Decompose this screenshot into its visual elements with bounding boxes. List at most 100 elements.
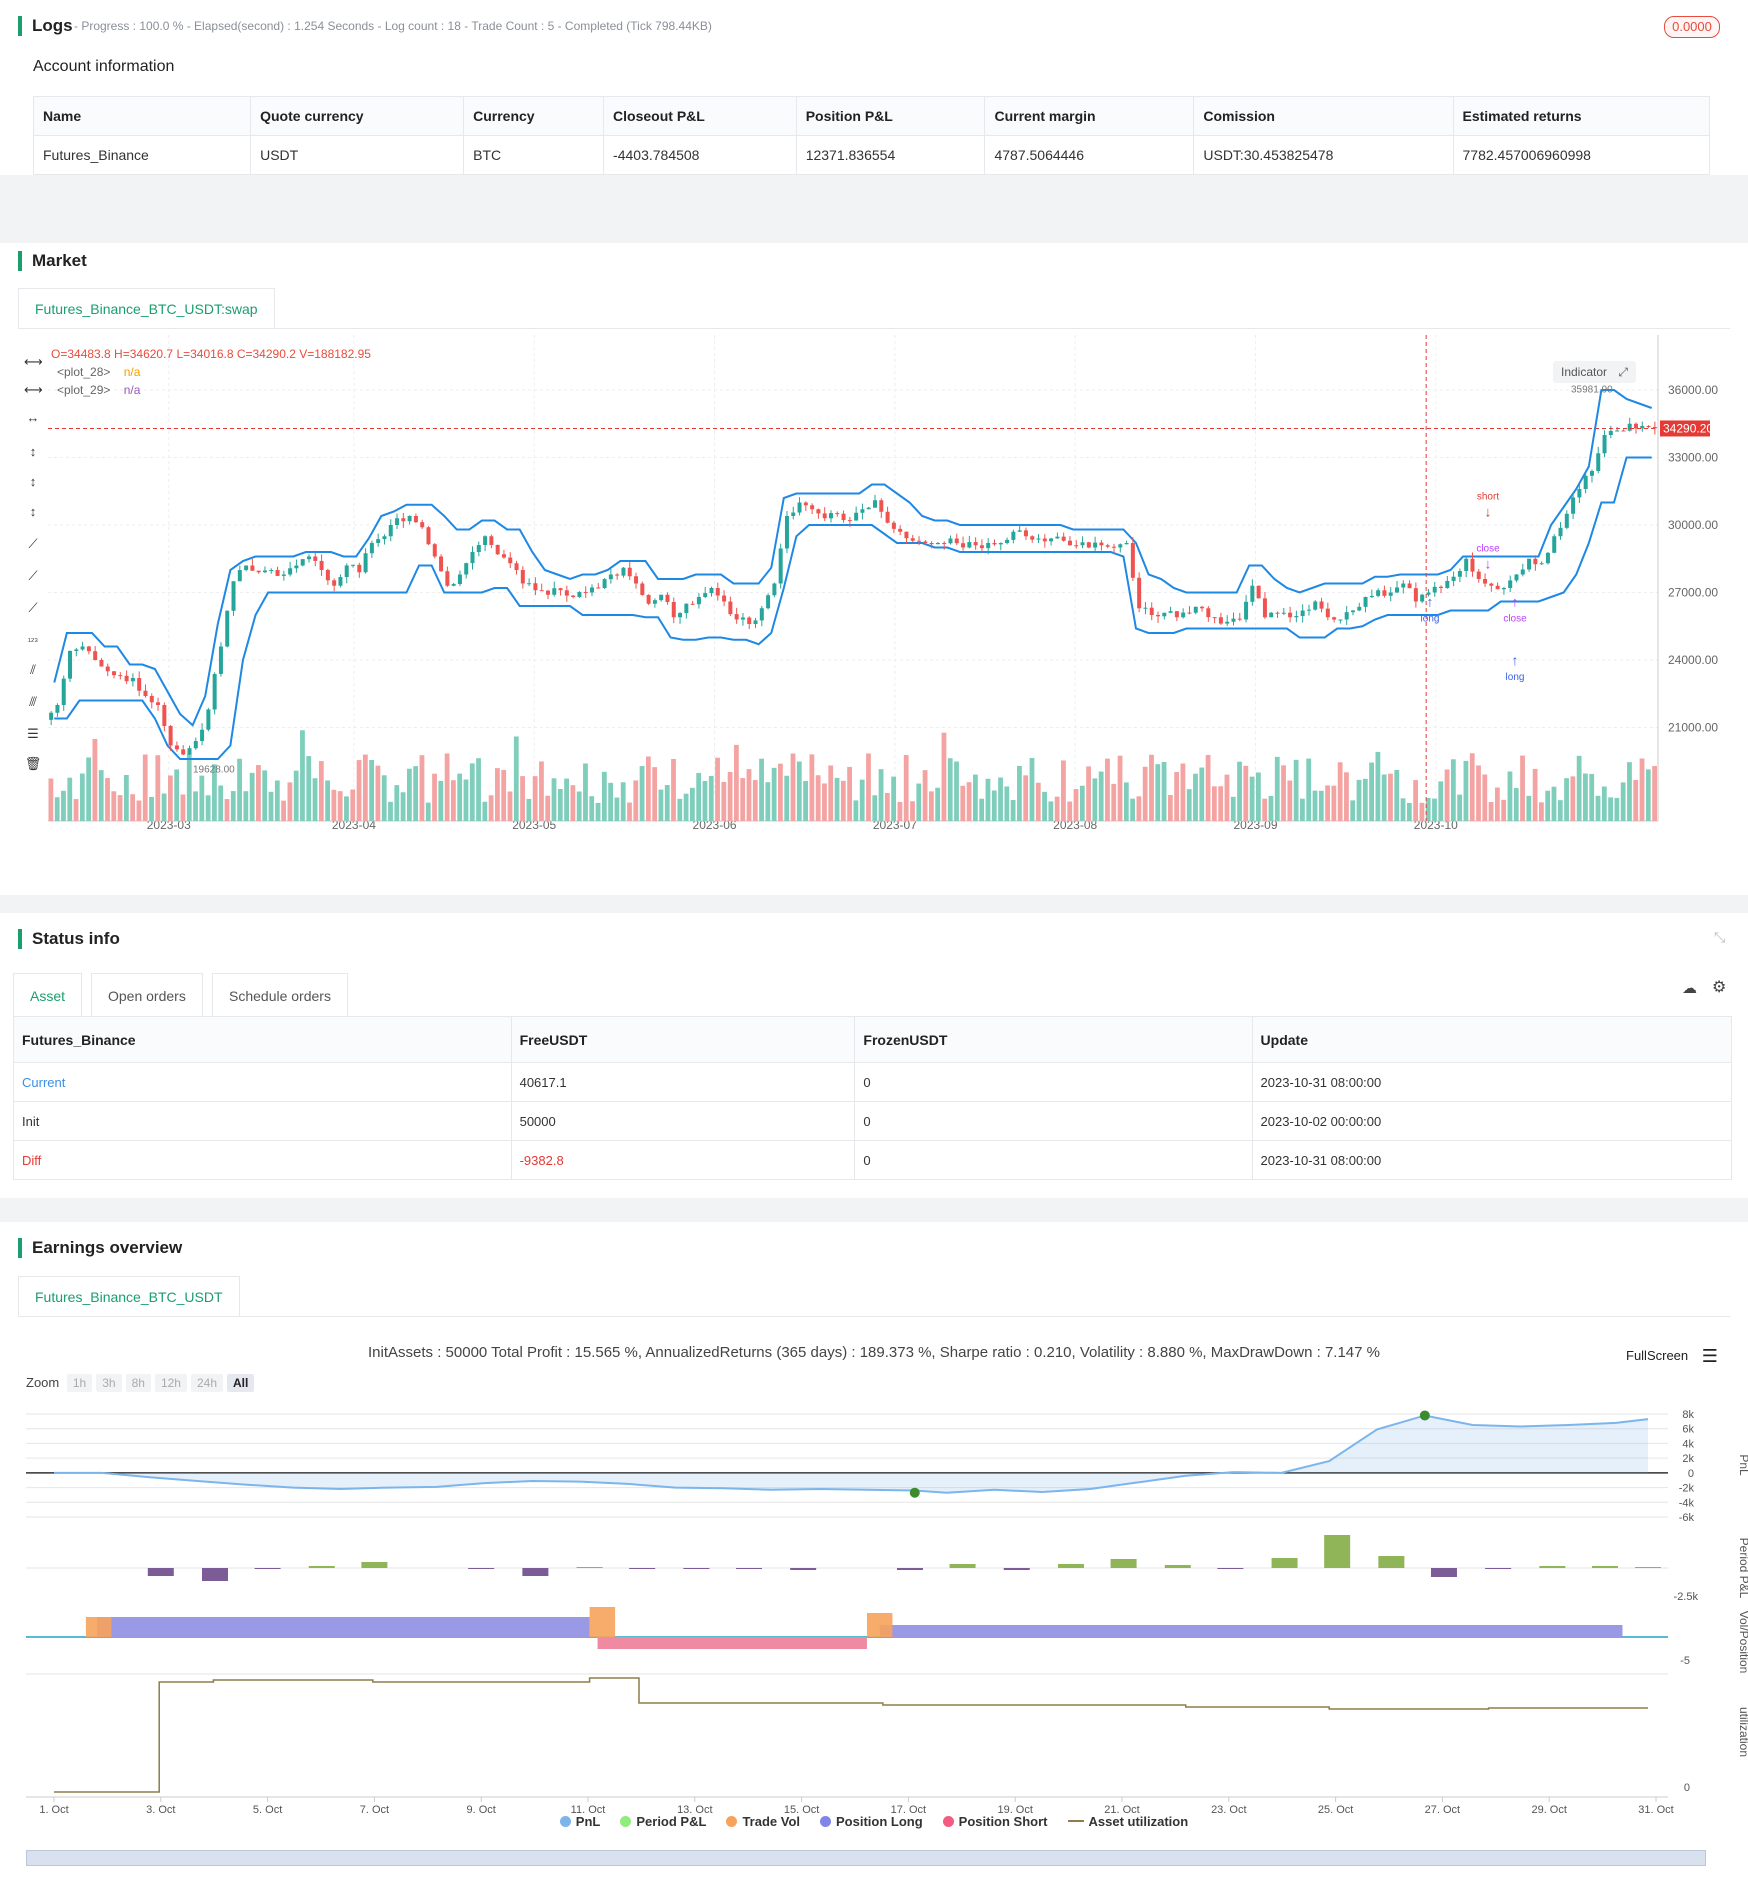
zoom-All[interactable]: All	[227, 1374, 255, 1392]
period-pnl-bar	[629, 1568, 656, 1569]
volume-bar	[344, 796, 349, 821]
volume-bar	[438, 780, 444, 821]
arrow-line-icon[interactable]: ⟋	[28, 600, 38, 615]
legend-item-1[interactable]: Period P&L	[620, 1814, 706, 1829]
volume-bar	[840, 780, 846, 821]
candle-body	[388, 524, 393, 537]
collapse-icon[interactable]: ⤡	[1714, 929, 1726, 945]
status-cell: Diff	[13, 1140, 512, 1180]
zoom-1h[interactable]: 1h	[66, 1374, 93, 1392]
volume-bar	[526, 798, 532, 821]
legend-item-0[interactable]: PnL	[559, 1814, 600, 1829]
tab-schedule-orders[interactable]: Schedule orders	[212, 973, 348, 1017]
volume-bar	[1601, 786, 1607, 821]
candle-body	[615, 574, 620, 576]
trash-icon[interactable]: 🗑	[24, 756, 42, 771]
trend-line-icon[interactable]: ⟋	[28, 536, 38, 551]
candle-body	[244, 565, 249, 571]
candle-body	[1093, 542, 1098, 548]
expand-icon[interactable]: ⤢	[1618, 365, 1628, 379]
volume-bar	[1136, 796, 1142, 821]
fib-channel-icon[interactable]: ⫻	[29, 694, 37, 709]
earnings-chart[interactable]: 1. Oct 3. Oct 5. Oct 7. Oct 9. Oct 11. Oct 13.…	[0, 1402, 1748, 1872]
account-header-4: Position P&L	[795, 96, 986, 136]
period-pnl-bar	[1217, 1568, 1244, 1569]
volume-bar	[972, 774, 978, 821]
settings-icon[interactable]: ⚙	[1712, 979, 1727, 996]
price-range-icon[interactable]: ↕	[29, 504, 37, 519]
period-pnl-bar	[1324, 1535, 1351, 1568]
zoom-3h[interactable]: 3h	[96, 1374, 122, 1392]
navigator-scrollbar[interactable]	[26, 1850, 1706, 1866]
parallel-channel-icon[interactable]: ⫽	[30, 662, 36, 677]
volume-bar	[79, 773, 85, 821]
candle-body	[357, 564, 362, 573]
pnl-max-marker	[1419, 1410, 1430, 1421]
candle-body	[495, 544, 500, 555]
menu-icon[interactable]: ☰	[1701, 1346, 1718, 1366]
volume-bar	[1161, 761, 1167, 821]
candle-body	[162, 705, 167, 727]
volume-bar	[1608, 797, 1613, 821]
candle-body	[206, 709, 211, 730]
status-table: Futures_Binance FreeUSDT FrozenUSDT Update …	[13, 1016, 1733, 1180]
tab-open-orders[interactable]: Open orders	[91, 973, 203, 1017]
candle-body	[1451, 576, 1456, 581]
period-pnl-bar	[1164, 1565, 1191, 1568]
candle-body	[1539, 563, 1544, 565]
zoom-8h[interactable]: 8h	[125, 1374, 151, 1392]
tab-asset[interactable]: Asset	[13, 973, 83, 1017]
period-pnl-bar	[361, 1562, 388, 1568]
axis-label: utilization	[1737, 1707, 1748, 1757]
period-pnl-bar	[254, 1568, 281, 1569]
legend-item-3[interactable]: Position Long	[820, 1814, 923, 1829]
indicator-button[interactable]: Indicator ⤢	[1553, 361, 1636, 383]
signal-arrow: ↑	[1427, 594, 1434, 610]
candle-body	[420, 522, 425, 528]
volume-bar	[1048, 801, 1054, 821]
zoom-24h[interactable]: 24h	[190, 1374, 223, 1392]
volume-bar	[237, 758, 242, 821]
cloud-download-icon[interactable]: ☁	[1682, 980, 1697, 997]
text-price-icon[interactable]: ₁₂₃	[27, 633, 39, 643]
candle-body	[1149, 607, 1154, 615]
earnings-tab[interactable]: Futures_Binance_BTC_USDT	[18, 1276, 240, 1316]
signal-label: long	[1506, 672, 1525, 683]
vertical-segment-icon[interactable]: ↕	[29, 474, 37, 489]
candle-body	[1231, 618, 1236, 622]
candle-body	[1652, 426, 1657, 429]
volume-bar	[149, 796, 154, 821]
volume-bar	[1381, 774, 1387, 821]
status-title: Status info	[18, 929, 120, 949]
horizontal-line-icon[interactable]: ⟷	[24, 354, 43, 369]
volume-bar	[998, 777, 1003, 821]
candle-body	[105, 666, 110, 672]
low-label: 19628.00	[193, 764, 235, 775]
volume-bar	[425, 802, 431, 821]
zoom-12h[interactable]: 12h	[154, 1374, 187, 1392]
extended-line-icon[interactable]: ↔	[26, 410, 40, 425]
volume-bar	[1419, 802, 1425, 821]
legend-item-4[interactable]: Position Short	[942, 1814, 1048, 1829]
volume-bar	[1557, 800, 1563, 821]
legend-item-2[interactable]: Trade Vol	[726, 1814, 800, 1829]
legend-item-5[interactable]: Asset utilization	[1067, 1814, 1188, 1829]
ray-line-icon[interactable]: ⟋	[28, 568, 38, 583]
candlestick-chart[interactable]: 36000.00 33000.00 30000.00 27000.00 24000.00…	[48, 335, 1728, 835]
volume-bar	[281, 800, 286, 821]
fullscreen-button[interactable]: FullScreen ☰	[1626, 1346, 1718, 1366]
volume-bar	[1652, 766, 1657, 821]
fib-retracement-icon[interactable]: ☰	[27, 726, 39, 741]
candle-body	[728, 601, 733, 615]
candle-body	[313, 556, 318, 561]
volume-bar	[482, 801, 488, 821]
candle-body	[552, 588, 557, 595]
horizontal-ray-icon[interactable]: ⟷	[24, 382, 43, 397]
market-tab[interactable]: Futures_Binance_BTC_USDT:swap	[18, 288, 275, 328]
x-tick-label: 11. Oct	[571, 1804, 606, 1816]
volume-bar	[1545, 790, 1551, 821]
vertical-line-icon[interactable]: ↕	[29, 444, 37, 459]
account-cell-0: Futures_Binance	[32, 135, 252, 175]
y-tick-label: -2.5k	[1674, 1591, 1699, 1603]
candle-body	[269, 570, 274, 571]
